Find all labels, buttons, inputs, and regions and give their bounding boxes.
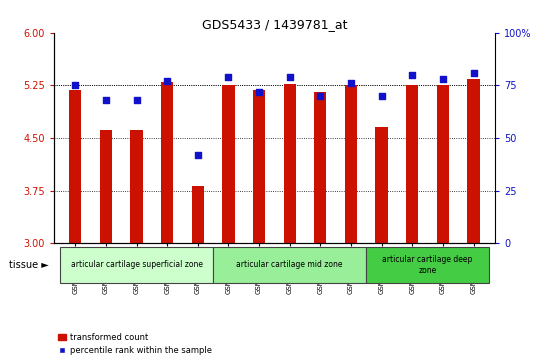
Bar [130,130,143,243]
Point [377,93,386,99]
Point [469,70,478,76]
Point [285,74,294,80]
Bar [284,84,296,243]
Bar [161,82,173,243]
Bar [222,85,235,243]
Bar [60,247,213,283]
Point [102,97,110,103]
Bar [376,127,388,243]
Bar [314,92,327,243]
Text: tissue ►: tissue ► [9,260,48,270]
Text: articular cartilage mid zone: articular cartilage mid zone [236,261,343,269]
Point [224,74,233,80]
Legend: transformed count, percentile rank within the sample: transformed count, percentile rank withi… [58,333,213,355]
Bar [192,185,204,243]
Bar [437,85,449,243]
Point [163,78,172,84]
Point [408,72,416,78]
Point [438,76,447,82]
Point [194,152,202,158]
Bar [468,79,480,243]
Bar [69,90,81,243]
Point [132,97,141,103]
Point [71,82,80,88]
Bar [253,90,265,243]
Bar [100,130,112,243]
Bar [345,85,357,243]
Point [346,80,355,86]
Text: articular cartilage deep
zone: articular cartilage deep zone [383,255,473,275]
Point [316,93,324,99]
Bar [213,247,366,283]
Bar [366,247,489,283]
Title: GDS5433 / 1439781_at: GDS5433 / 1439781_at [202,19,347,32]
Text: articular cartilage superficial zone: articular cartilage superficial zone [70,261,202,269]
Bar [406,85,419,243]
Point [255,89,264,94]
